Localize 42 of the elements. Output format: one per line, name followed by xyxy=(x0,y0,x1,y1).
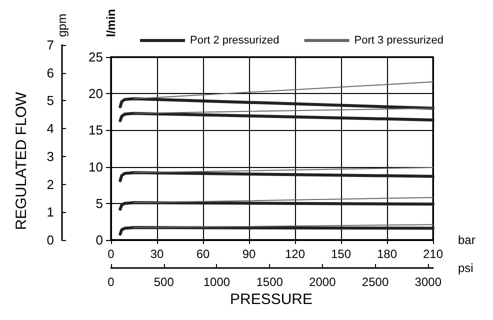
line-series xyxy=(118,97,434,110)
line-series xyxy=(118,171,434,182)
y-tick-label: 0 xyxy=(96,232,103,248)
y-tick-label: 10 xyxy=(88,159,103,174)
text: REGULATED FLOW xyxy=(13,91,30,230)
y2-axis-title: gpm xyxy=(55,14,69,37)
x-tick-label: 60 xyxy=(196,247,210,261)
y2-tick-label: 1 xyxy=(46,204,54,220)
x2-tick-label: 0 xyxy=(108,275,115,289)
x2-tick-label: 2000 xyxy=(309,275,336,289)
x-tick-label: 180 xyxy=(376,247,398,261)
y2-tick-label: 2 xyxy=(46,176,54,192)
x2-tick-label: 500 xyxy=(154,275,174,289)
y2-tick-label: 5 xyxy=(46,93,54,108)
y2-tick-label: 6 xyxy=(46,65,54,80)
y2-tick-label: 0 xyxy=(46,232,54,248)
x2-tick-label: 2500 xyxy=(362,275,389,289)
x-tick-label: 0 xyxy=(108,247,115,261)
y2-tick-label: 4 xyxy=(46,121,54,136)
x2-axis-title: psi xyxy=(458,261,474,275)
x-tick-label: 120 xyxy=(284,247,306,261)
x2-tick-label: 1000 xyxy=(203,275,230,289)
x-tick-label: 150 xyxy=(330,247,352,261)
y-tick-label: 25 xyxy=(88,50,103,64)
y2-tick-label: 7 xyxy=(46,38,54,52)
x-axis-title: bar xyxy=(458,233,476,247)
x-tick-label: 90 xyxy=(242,247,256,261)
y2-tick-label: 3 xyxy=(46,148,54,164)
y-tick-label: 20 xyxy=(88,86,103,102)
line-series xyxy=(118,201,434,211)
line-series xyxy=(118,226,434,236)
line-series xyxy=(118,112,434,122)
x-tick-label: 30 xyxy=(150,247,164,261)
legend-label: Port 3 pressurized xyxy=(354,34,444,46)
x-tick-label: 210 xyxy=(422,247,444,261)
y-axis-title: l/min xyxy=(104,8,118,37)
text: PRESSURE xyxy=(230,291,313,308)
x2-tick-label: 3000 xyxy=(414,275,442,289)
legend-label: Port 2 pressurized xyxy=(190,34,280,46)
y-tick-label: 5 xyxy=(96,196,103,211)
x2-tick-label: 1500 xyxy=(256,275,284,289)
y-tick-label: 15 xyxy=(88,122,103,138)
